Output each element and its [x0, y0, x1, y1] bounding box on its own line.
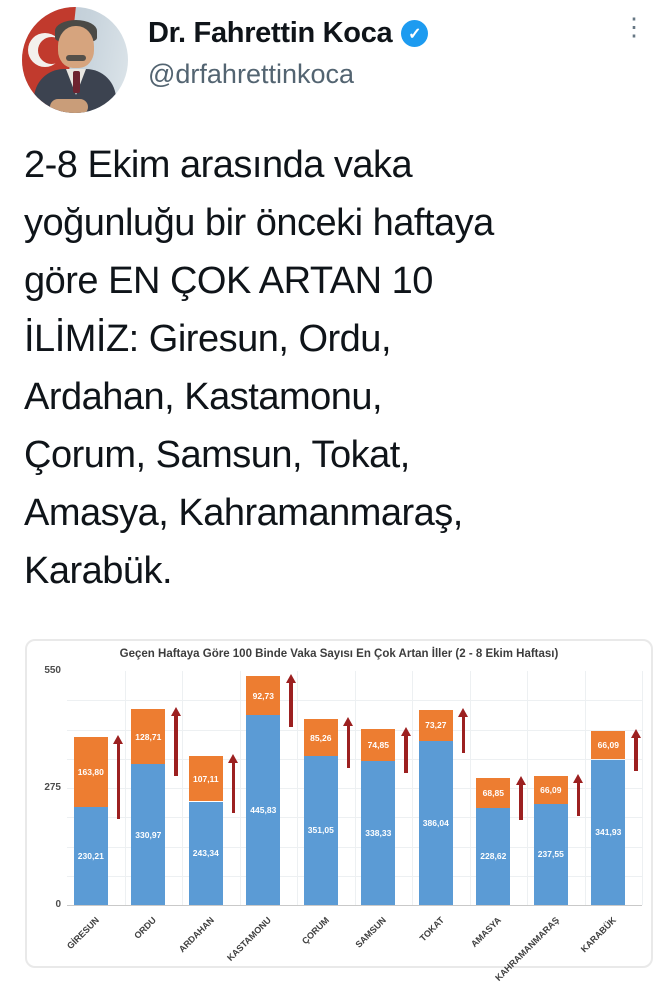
grid-line-vertical	[527, 671, 528, 905]
bar-segment-base	[533, 803, 568, 905]
bar-label-increase: 163,80	[77, 767, 104, 778]
more-menu-icon[interactable]: ⋮	[621, 13, 647, 41]
bar-label-increase: 107,11	[193, 773, 219, 784]
tweet-line: Çorum, Samsun, Tokat,	[24, 434, 410, 476]
increase-arrow	[400, 727, 411, 773]
increase-arrow	[573, 773, 584, 816]
bar-segment-base	[476, 807, 511, 905]
bar-label-base: 351,05	[307, 825, 334, 836]
grid-line-vertical	[124, 671, 126, 905]
bar-label-increase: 68,85	[482, 788, 504, 799]
tweet-line: göre EN ÇOK ARTAN 10	[24, 260, 433, 302]
chart-title: Geçen Haftaya Göre 100 Binde Vaka Sayısı…	[119, 648, 559, 660]
bar-segment-increase	[303, 719, 338, 756]
increase-arrow	[285, 673, 296, 728]
y-tick-label: 0	[55, 899, 61, 910]
tweet-line: Karabük.	[24, 550, 173, 592]
bar-segment-base	[418, 740, 453, 905]
tweet-header: ★ Dr. Fahrettin Koca ✓ @drfahrettinkoca …	[22, 7, 648, 115]
bar-label-base: 330,97	[135, 829, 162, 840]
grid-line-vertical	[182, 671, 183, 905]
tweet-line: 2-8 Ekim arasında vaka	[24, 144, 413, 186]
bar-segment-base	[303, 755, 338, 905]
chart-plot: 550 275 0 230,21 163,80 GİRESUN 330,97 128,71 OR…	[44, 665, 643, 983]
bar-label-base: 230,21	[77, 851, 104, 862]
bar-segment-increase	[418, 709, 453, 741]
increase-arrow	[170, 707, 181, 777]
bar-label-increase: 73,27	[425, 720, 447, 731]
user-handle[interactable]: @drfahrettinkoca	[148, 59, 355, 89]
grid-line-vertical	[412, 671, 413, 905]
avatar-person-face	[58, 26, 94, 68]
name-block: Dr. Fahrettin Koca ✓ @drfahrettinkoca	[148, 17, 429, 90]
increase-arrow	[458, 707, 469, 753]
bar-segment-increase	[533, 775, 568, 804]
bar-label-base: 445,83	[250, 805, 277, 816]
bar-label-base: 386,04	[422, 817, 449, 828]
bar-segment-increase	[246, 675, 281, 716]
bar-label-increase: 92,73	[252, 690, 274, 701]
display-name-row[interactable]: Dr. Fahrettin Koca ✓	[148, 17, 429, 50]
bar-segment-base	[188, 801, 223, 905]
display-name: Dr. Fahrettin Koca	[148, 17, 393, 49]
bar-label-increase: 85,26	[310, 732, 332, 743]
increase-arrow	[228, 753, 239, 814]
bar-segment-base	[591, 759, 626, 905]
bar-label-increase: 74,85	[367, 740, 389, 751]
tweet-line: Amasya, Kahramanmaraş,	[24, 492, 463, 534]
y-tick-label: 275	[44, 782, 61, 793]
verified-badge-icon: ✓	[401, 20, 429, 47]
increase-arrow	[630, 729, 641, 772]
bar-segment-base	[246, 715, 281, 905]
grid-line-vertical	[354, 671, 356, 905]
y-tick-label: 550	[44, 665, 61, 676]
tweet-line: yoğunluğu bir önceki haftaya	[24, 202, 494, 244]
bar-segment-increase	[188, 755, 223, 802]
bar-segment-base	[361, 761, 396, 905]
increase-arrow	[343, 717, 354, 768]
grid-line-vertical	[469, 671, 471, 905]
grid-line-vertical	[584, 671, 586, 905]
avatar[interactable]: ★	[22, 7, 128, 113]
bar-label-base: 338,33	[365, 828, 392, 839]
bar-label-base: 341,93	[595, 827, 622, 838]
bar-segment-increase	[361, 729, 396, 761]
bar-label-base: 228,62	[480, 851, 507, 862]
bar-segment-increase	[73, 737, 108, 808]
bar-segment-increase	[591, 731, 626, 760]
bar-segment-increase	[131, 709, 166, 765]
increase-arrow	[113, 735, 124, 820]
increase-arrow	[515, 776, 526, 820]
bar-label-increase: 66,09	[597, 740, 619, 751]
grid-line-vertical	[297, 671, 298, 905]
tweet-line: İLİMİZ: Giresun, Ordu,	[24, 318, 392, 360]
grid-line-vertical	[239, 671, 241, 905]
bar-segment-base	[73, 807, 108, 905]
bar-label-base: 237,55	[537, 849, 564, 860]
bar-label-base: 243,34	[192, 848, 219, 859]
tweet-text: 2-8 Ekim arasında vaka yoğunluğu bir önc…	[24, 136, 654, 600]
bar-label-increase: 128,71	[135, 731, 162, 742]
bar-label-increase: 66,09	[540, 784, 562, 795]
tweet-media-chart[interactable]: Geçen Haftaya Göre 100 Binde Vaka Sayısı…	[25, 639, 653, 983]
bar-segment-base	[131, 764, 166, 905]
grid-line-vertical	[642, 671, 643, 905]
tweet-line: Ardahan, Kastamonu,	[24, 376, 383, 418]
bar-segment-increase	[476, 778, 511, 808]
